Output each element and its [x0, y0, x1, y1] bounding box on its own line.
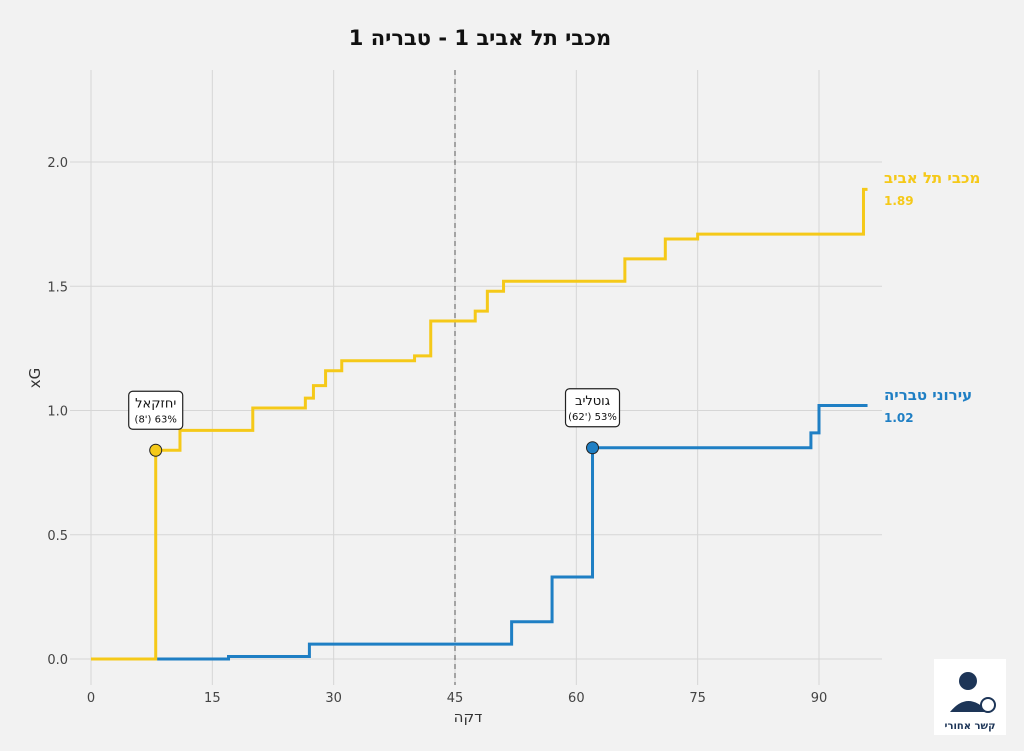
logo: קשר אחורי — [934, 659, 1006, 735]
chart-title: מכבי תל אביב 1 - טבריה 1 — [349, 26, 611, 50]
x-tick-label: 60 — [568, 691, 585, 706]
goal-player-label: גוטליב — [575, 394, 610, 409]
goal-detail-label: (62') 53% — [568, 412, 617, 423]
y-tick-label: 1.0 — [47, 405, 68, 420]
series-total-label: 1.02 — [884, 411, 914, 425]
y-axis-label: xG — [26, 368, 44, 389]
goal-annotation-box — [128, 390, 184, 430]
goal-annotation-box — [564, 388, 621, 428]
series-line-maccabi-tel-aviv — [91, 187, 868, 661]
goal-player-label: יחזקאל — [135, 396, 176, 411]
x-axis-label: דקה — [454, 708, 483, 726]
x-tick-label: 45 — [447, 691, 464, 706]
x-tick-label: 0 — [87, 691, 95, 706]
x-tick-label: 30 — [325, 691, 342, 706]
goal-marker — [586, 441, 600, 455]
x-tick-label: 75 — [689, 691, 706, 706]
goal-marker — [149, 443, 163, 457]
x-tick-label: 90 — [811, 691, 828, 706]
series-total-label: 1.89 — [884, 194, 914, 208]
y-tick-label: 2.0 — [47, 156, 68, 171]
goal-detail-label: (8') 63% — [135, 414, 177, 425]
y-tick-label: 1.5 — [47, 280, 68, 295]
logo-text: קשר אחורי — [945, 721, 996, 732]
series-line-tiberias — [91, 404, 868, 661]
y-tick-label: 0.0 — [47, 653, 68, 668]
y-tick-label: 0.5 — [47, 529, 68, 544]
series-name-label: עירוני טבריה — [884, 386, 972, 404]
x-tick-label: 15 — [204, 691, 221, 706]
series-name-label: מכבי תל אביב — [884, 169, 980, 187]
